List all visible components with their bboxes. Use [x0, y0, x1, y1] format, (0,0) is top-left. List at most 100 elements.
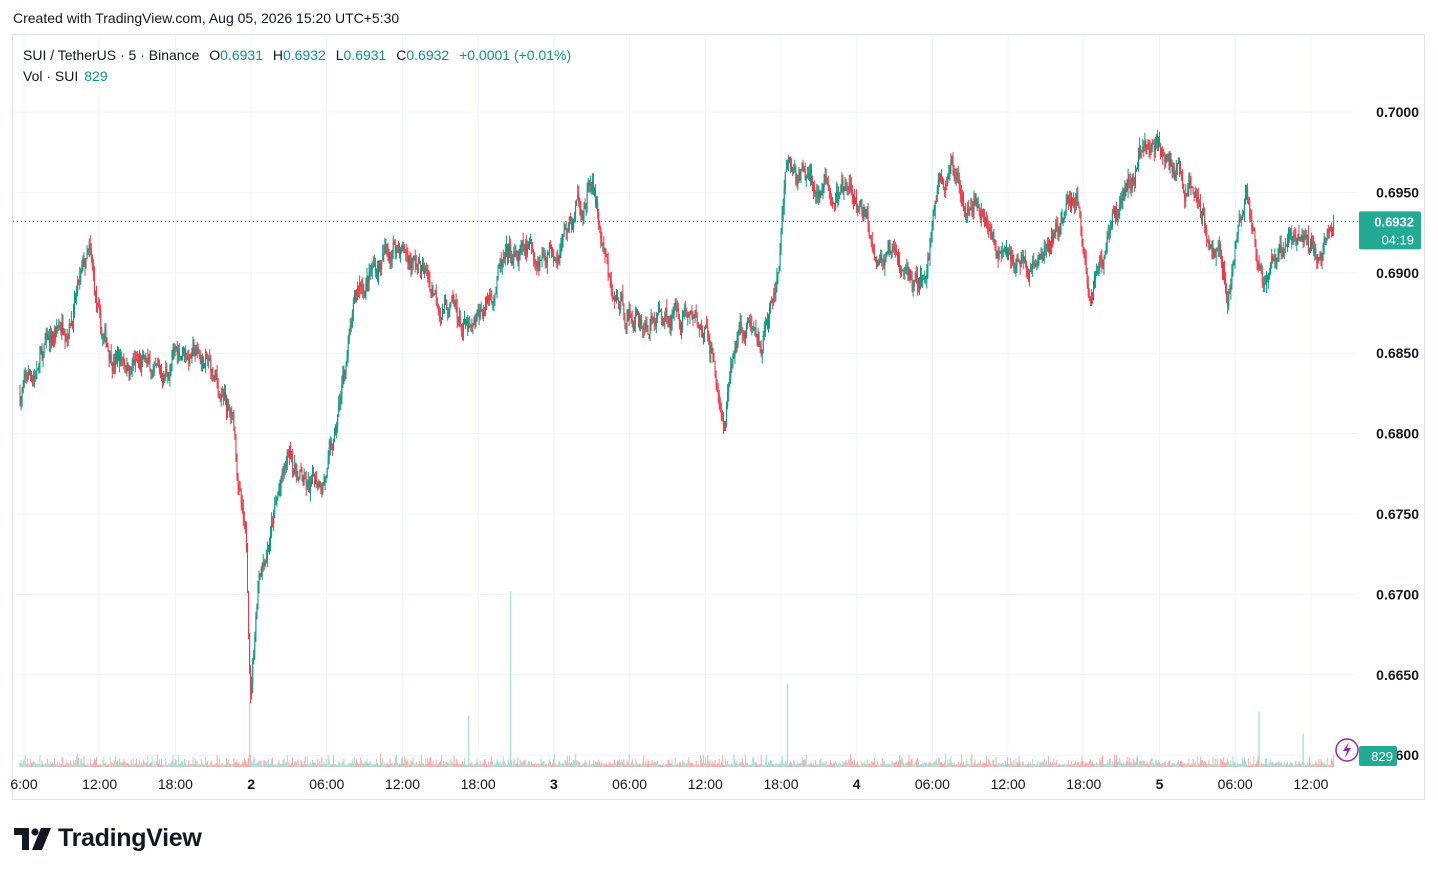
- candle-body: [134, 359, 136, 366]
- candle-body: [1085, 255, 1087, 272]
- candle-body: [1287, 229, 1289, 238]
- candle-body: [677, 308, 679, 317]
- candle-body: [783, 188, 785, 206]
- candle-body: [146, 362, 148, 364]
- candle-body: [976, 200, 978, 208]
- legend-volume-label[interactable]: Vol · SUI: [23, 68, 79, 84]
- candle-body: [395, 247, 397, 254]
- candle-body: [1189, 179, 1191, 185]
- candle-body: [427, 272, 429, 280]
- candle-body: [1062, 217, 1064, 223]
- candle-body: [1122, 189, 1124, 201]
- candle-body: [871, 241, 873, 247]
- candle-body: [914, 273, 916, 282]
- candle-body: [682, 315, 684, 325]
- candle-body: [1151, 143, 1153, 149]
- candle-body: [496, 278, 498, 293]
- candle-body: [541, 252, 543, 260]
- candle-body: [1176, 163, 1178, 168]
- candle-body: [1323, 239, 1325, 248]
- candle-body: [1040, 255, 1042, 258]
- candle-body: [1137, 167, 1139, 169]
- candle-body: [859, 201, 861, 206]
- candle-body: [551, 248, 553, 251]
- candle-body: [993, 231, 995, 244]
- candle-body: [430, 289, 432, 291]
- candle-body: [1260, 265, 1262, 272]
- candle-body: [912, 287, 914, 289]
- candle-body: [1076, 193, 1078, 203]
- candle-body: [91, 256, 93, 265]
- candle-body: [372, 265, 374, 267]
- candle-body: [232, 412, 234, 414]
- candle-body: [881, 254, 883, 260]
- candle-body: [596, 202, 598, 205]
- candle-body: [1294, 234, 1296, 238]
- candle-body: [553, 256, 555, 261]
- tradingview-logo[interactable]: TradingView: [14, 824, 202, 853]
- candle-body: [190, 354, 192, 359]
- candle-body: [317, 483, 319, 487]
- candle-body: [883, 261, 885, 267]
- candle-body: [1268, 276, 1270, 280]
- candle-body: [543, 253, 545, 255]
- candle-body: [645, 323, 647, 325]
- candle-body: [343, 371, 345, 375]
- price-tick-label: 0.6900: [1376, 265, 1419, 281]
- candle-body: [903, 270, 905, 272]
- time-tick-label: 5: [1156, 776, 1164, 792]
- candle-body: [214, 371, 216, 377]
- candle-body: [69, 323, 71, 326]
- candle-body: [931, 226, 933, 237]
- candle-body: [224, 392, 226, 399]
- chart-grid: [13, 35, 1357, 767]
- candle-body: [927, 257, 929, 274]
- candle-body: [878, 263, 880, 266]
- candle-body: [31, 374, 33, 380]
- candle-body: [147, 357, 149, 363]
- candle-body: [995, 243, 997, 256]
- candle-body: [64, 334, 66, 340]
- candle-body: [1128, 177, 1130, 181]
- candle-body: [269, 545, 271, 550]
- candle-body: [263, 562, 265, 566]
- candle-body: [655, 319, 657, 326]
- candle-body: [709, 341, 711, 354]
- legend-ohlc-row: SUI / TetherUS · 5 · Binance O0.6931 H0.…: [23, 45, 571, 66]
- candle-body: [44, 341, 46, 345]
- candle-body: [1225, 280, 1227, 292]
- candle-body: [474, 319, 476, 325]
- candle-body: [609, 276, 611, 281]
- candle-body: [48, 335, 50, 344]
- candle-body: [124, 364, 126, 368]
- candle-body: [647, 327, 649, 335]
- candle-body: [804, 171, 806, 181]
- legend-symbol[interactable]: SUI / TetherUS · 5 · Binance: [23, 47, 200, 63]
- candle-body: [516, 256, 518, 260]
- candle-body: [1116, 210, 1118, 215]
- candle-body: [1295, 237, 1297, 244]
- candle-body: [262, 562, 264, 568]
- candle-body: [1048, 241, 1050, 252]
- candle-body: [528, 243, 530, 248]
- candle-body: [646, 323, 648, 328]
- candle-body: [1141, 150, 1143, 152]
- candle-body: [1038, 256, 1040, 258]
- candle-body: [1315, 248, 1317, 255]
- candle-body: [256, 608, 258, 617]
- candle-body: [944, 188, 946, 191]
- time-tick-label: 18:00: [1066, 776, 1101, 792]
- price-tick-label: 0.6800: [1376, 426, 1419, 442]
- candle-body: [785, 169, 787, 172]
- candle-body: [383, 253, 385, 255]
- candle-body: [1050, 241, 1052, 248]
- candle-body: [170, 367, 172, 371]
- candle-body: [299, 470, 301, 477]
- candle-body: [901, 270, 903, 273]
- candle-body: [567, 226, 569, 233]
- candle-body: [1035, 265, 1037, 267]
- candle-body: [346, 355, 348, 364]
- candle-body: [293, 470, 295, 474]
- candle-body: [1033, 262, 1035, 264]
